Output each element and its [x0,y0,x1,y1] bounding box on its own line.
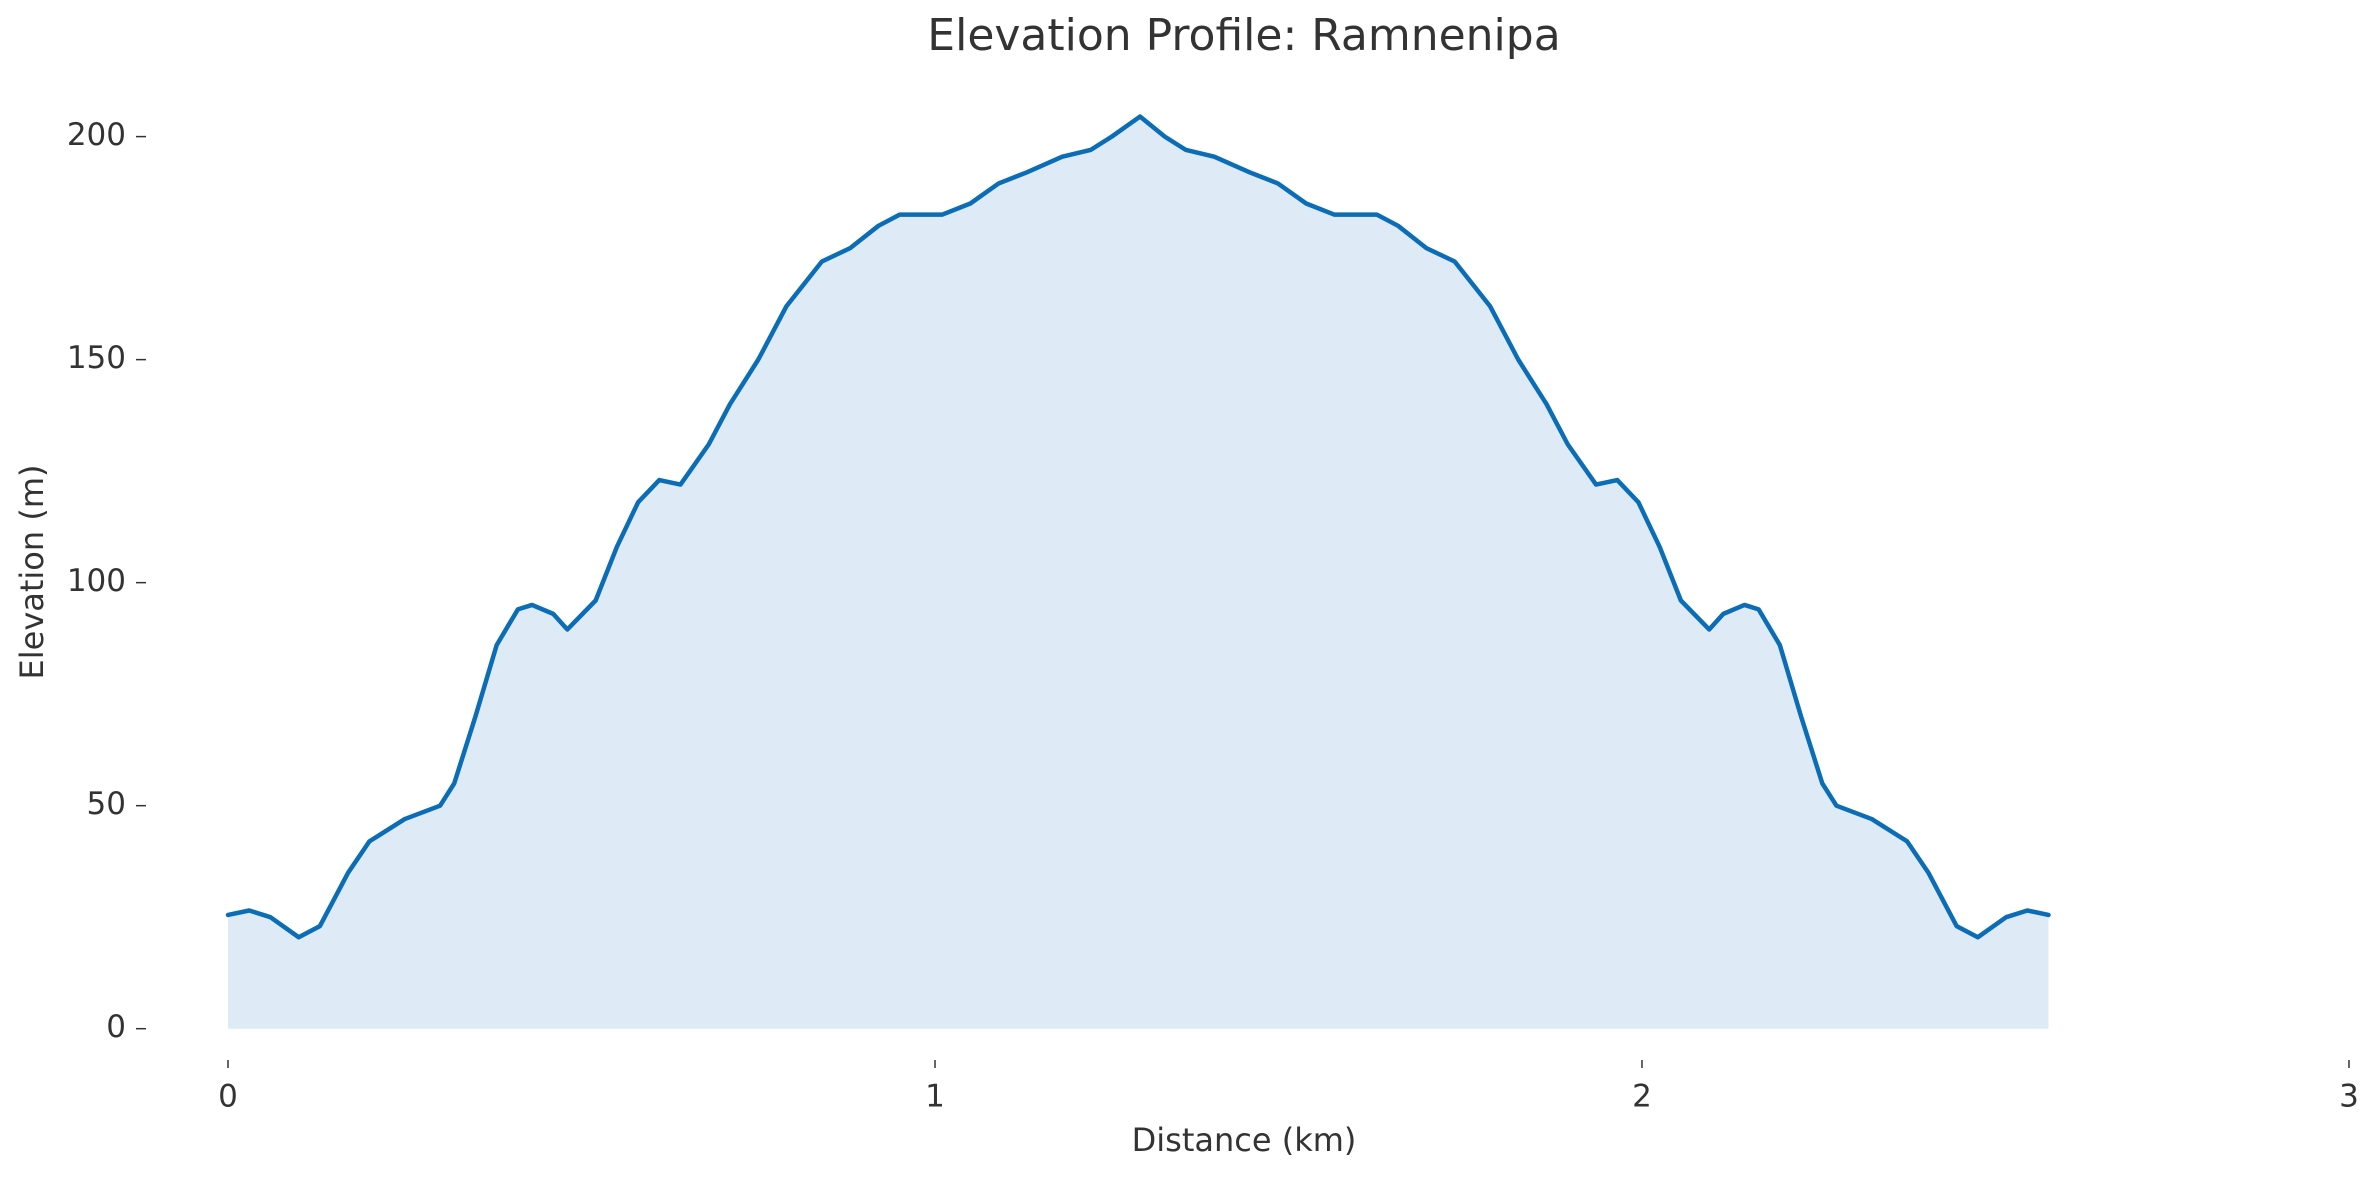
x-tick-label: 3 [2339,1079,2359,1115]
y-axis-label: Elevation (m) [13,465,51,680]
x-axis-label: Distance (km) [1132,1121,1357,1159]
area-fill [228,116,2049,1029]
elevation-line [225,114,2051,940]
x-tick-label: 0 [218,1079,238,1115]
x-tick-label: 1 [925,1079,945,1115]
y-tick-label: 200 [67,117,126,153]
chart-title: Elevation Profile: Ramnenipa [927,10,1560,61]
y-tick-label: 0 [106,1009,126,1045]
y-tick-label: 50 [87,786,126,822]
y-tick-label: 150 [67,340,126,376]
x-tick-label: 2 [1632,1079,1652,1115]
y-tick-label: 100 [67,563,126,599]
